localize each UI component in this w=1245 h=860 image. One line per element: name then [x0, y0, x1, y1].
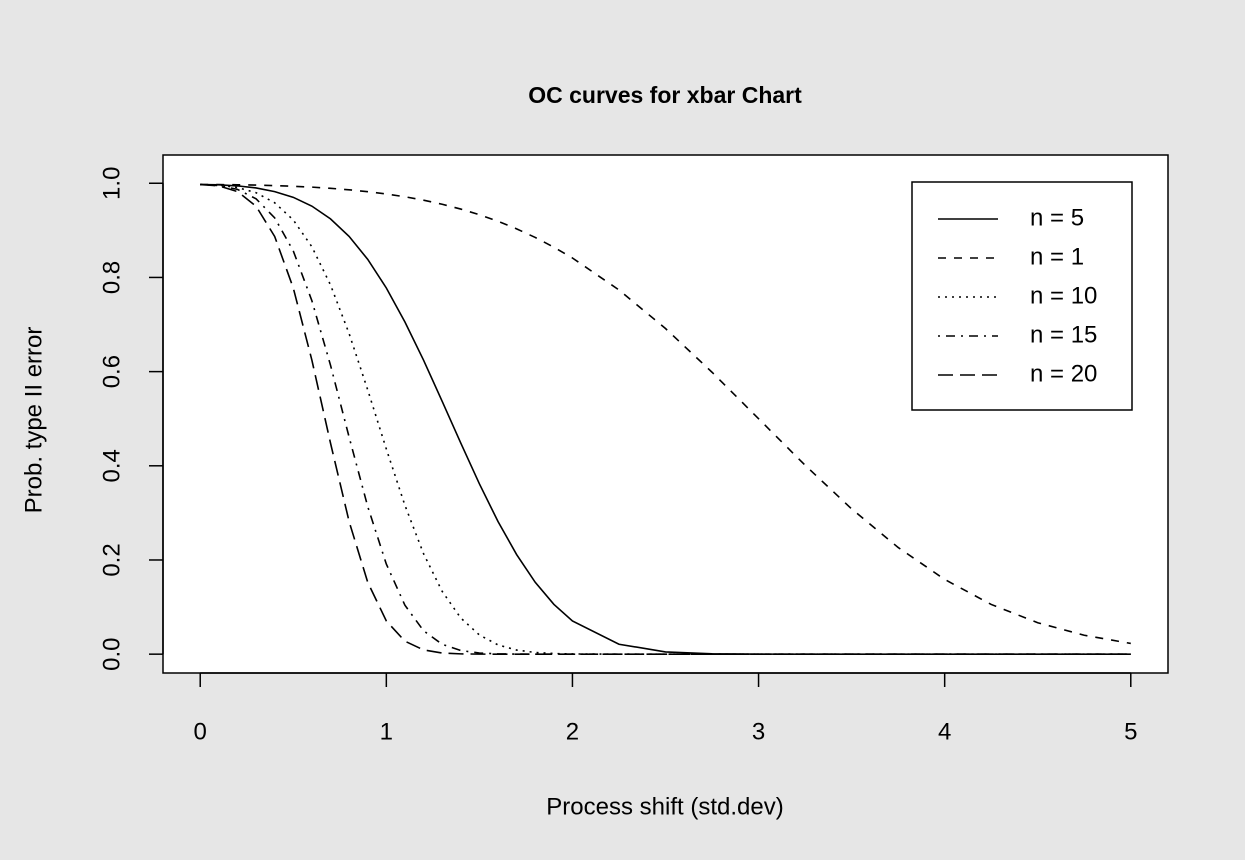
oc-curve: [200, 183, 1131, 655]
y-tick-label: 0.8: [98, 261, 125, 294]
y-tick-label: 1.0: [98, 167, 125, 200]
legend-label: n = 1: [1030, 243, 1084, 270]
legend-label: n = 20: [1030, 360, 1097, 387]
y-tick-label: 0.0: [98, 637, 125, 670]
x-tick-label: 3: [752, 718, 765, 745]
legend-label: n = 5: [1030, 204, 1084, 231]
y-tick-label: 0.4: [98, 449, 125, 482]
y-axis-label: Prob. type II error: [20, 327, 47, 514]
oc-curve: [200, 183, 1131, 645]
x-axis-label: Process shift (std.dev): [546, 793, 783, 820]
legend-box: [911, 181, 1133, 411]
x-tick-label: 1: [380, 718, 393, 745]
y-tick-label: 0.6: [98, 355, 125, 388]
x-tick-label: 2: [566, 718, 579, 745]
chart-title: OC curves for xbar Chart: [528, 82, 802, 108]
x-tick-label: 5: [1124, 718, 1137, 745]
oc-curve: [200, 183, 1131, 655]
legend-label: n = 15: [1030, 321, 1097, 348]
y-tick-label: 0.2: [98, 543, 125, 576]
legend-label: n = 10: [1030, 282, 1097, 309]
x-tick-label: 4: [938, 718, 951, 745]
x-tick-label: 0: [194, 718, 207, 745]
